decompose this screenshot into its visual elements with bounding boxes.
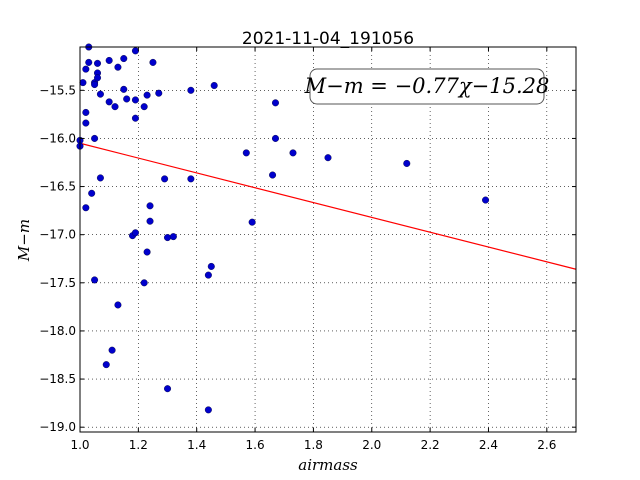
data-point [146, 202, 154, 210]
data-point [242, 149, 250, 157]
data-point [105, 98, 113, 106]
data-point [161, 175, 169, 183]
x-tick-label: 2.4 [479, 438, 498, 452]
data-point [91, 81, 99, 89]
data-point [269, 171, 277, 179]
fit-line-layer [79, 142, 577, 270]
data-point [131, 114, 139, 122]
data-point [96, 174, 104, 182]
chart-title: 2021-11-04_191056 [242, 29, 414, 49]
x-tick-label: 1.2 [129, 438, 148, 452]
data-point [123, 95, 131, 103]
data-point [114, 301, 122, 309]
data-point [271, 134, 279, 142]
data-point [143, 248, 151, 256]
x-tick-label: 2.2 [421, 438, 440, 452]
data-point [155, 89, 163, 97]
data-point [82, 119, 90, 127]
data-point [403, 159, 411, 167]
y-tick-label: −18.0 [39, 324, 76, 338]
x-tick-label: 2.0 [362, 438, 381, 452]
data-point [82, 108, 90, 116]
data-point [204, 406, 212, 414]
data-point [248, 218, 256, 226]
annotation-box [309, 68, 545, 105]
data-point [79, 79, 87, 87]
data-point [120, 55, 128, 63]
data-point [324, 154, 332, 162]
data-point [482, 196, 490, 204]
data-point [108, 346, 116, 354]
plot-frame [79, 46, 577, 433]
data-point [131, 229, 139, 237]
data-point [140, 279, 148, 287]
y-tick-label: −18.5 [39, 372, 76, 386]
data-point [94, 59, 102, 67]
data-point [164, 385, 172, 393]
data-point [114, 63, 122, 71]
fit-line [79, 142, 577, 270]
data-point [120, 85, 128, 93]
data-point [105, 56, 113, 64]
data-point [207, 262, 215, 270]
y-tick-label: −19.0 [39, 420, 76, 434]
data-point [187, 175, 195, 183]
data-point [164, 234, 172, 242]
data-point [82, 204, 90, 212]
y-tick-label: −17.5 [39, 276, 76, 290]
data-point [169, 233, 177, 241]
data-point [85, 58, 93, 66]
x-tick-label: 1.6 [246, 438, 265, 452]
data-point [88, 189, 96, 197]
data-point [91, 276, 99, 284]
y-tick-label: −16.5 [39, 180, 76, 194]
data-point [140, 103, 148, 111]
annotation-text: M−m = −0.77χ−15.28 [304, 74, 550, 98]
data-point [210, 81, 218, 89]
data-point [131, 47, 139, 55]
data-point [102, 361, 110, 369]
x-axis-label: airmass [298, 456, 358, 474]
data-point [289, 149, 297, 157]
data-point [94, 74, 102, 82]
x-tick-label: 1.4 [187, 438, 206, 452]
data-point [204, 271, 212, 279]
data-point [91, 134, 99, 142]
data-point [146, 217, 154, 225]
y-tick-label: −15.5 [39, 83, 76, 97]
data-point [82, 65, 90, 73]
x-tick-label: 1.0 [70, 438, 89, 452]
y-tick-label: −17.0 [39, 228, 76, 242]
y-axis-label: M−m [15, 219, 33, 262]
y-tick-label: −16.0 [39, 131, 76, 145]
data-point [143, 91, 151, 99]
data-point [96, 90, 104, 98]
axis-ticks: 1.0 1.2 1.4 1.6 1.8 2.0 2.2 2.4 2.6 −19.0 −18.5 −18… [39, 47, 576, 452]
data-point [111, 103, 119, 111]
data-point [187, 86, 195, 94]
data-point [131, 96, 139, 104]
x-tick-label: 1.8 [304, 438, 323, 452]
equation-annotation: M−m = −0.77χ−15.28 [304, 68, 550, 105]
grid [79, 47, 576, 432]
x-tick-label: 2.6 [537, 438, 556, 452]
data-point [271, 99, 279, 107]
data-point [149, 58, 157, 66]
